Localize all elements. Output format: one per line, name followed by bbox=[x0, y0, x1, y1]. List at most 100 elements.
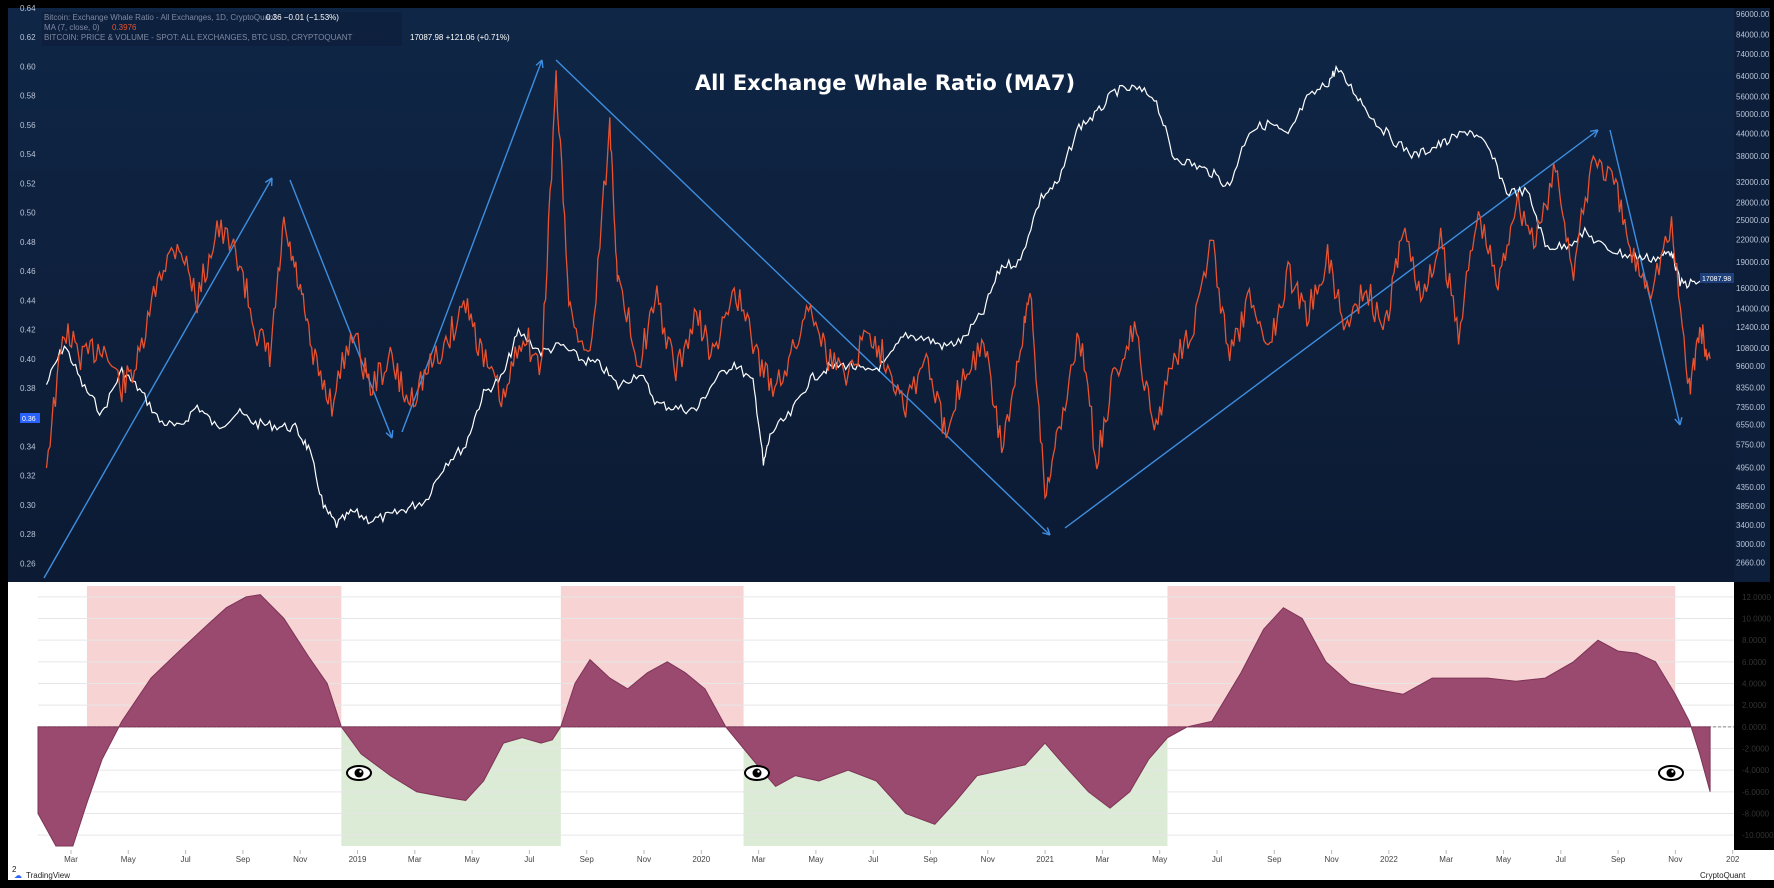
price-tick-label: 6550.00 bbox=[1736, 421, 1765, 430]
osc-tick-label: -6.0000 bbox=[1742, 788, 1770, 797]
price-tick-label: 64000.00 bbox=[1736, 72, 1770, 81]
trend-arrow-head-3 bbox=[1042, 527, 1051, 536]
ratio-tick-label: 0.48 bbox=[20, 238, 36, 247]
legend: Bitcoin: Exchange Whale Ratio - All Exch… bbox=[42, 12, 510, 46]
x-tick-label: 2021 bbox=[1036, 855, 1054, 864]
tradingview-logo-icon: ☁ bbox=[14, 871, 22, 880]
price-tick-label: 56000.00 bbox=[1736, 93, 1770, 102]
price-tick-label: 4350.00 bbox=[1736, 483, 1765, 492]
price-tick-label: 74000.00 bbox=[1736, 50, 1770, 59]
ratio-tick-label: 0.52 bbox=[20, 179, 36, 188]
price-tick-label: 2660.00 bbox=[1736, 558, 1765, 567]
legend-value-0: 0.36 −0.01 (−1.53%) bbox=[266, 13, 339, 22]
x-tick-label: Nov bbox=[293, 855, 307, 864]
price-tick-label: 8350.00 bbox=[1736, 383, 1765, 392]
price-tick-label: 3000.00 bbox=[1736, 540, 1765, 549]
x-tick-label: May bbox=[1152, 855, 1167, 864]
x-tick-label: Mar bbox=[752, 855, 766, 864]
trend-arrow-head-0 bbox=[264, 177, 273, 187]
tradingview-brand: TradingView bbox=[26, 871, 70, 880]
osc-tick-label: 2.0000 bbox=[1742, 701, 1767, 710]
eye-icon bbox=[744, 765, 770, 781]
osc-tick-label: 12.0000 bbox=[1742, 593, 1771, 602]
ratio-current-tag: 0.36 bbox=[22, 416, 36, 423]
price-tick-label: 9600.00 bbox=[1736, 362, 1765, 371]
eye-icon bbox=[1658, 765, 1684, 781]
ratio-tick-label: 0.42 bbox=[20, 326, 36, 335]
price-tick-label: 44000.00 bbox=[1736, 129, 1770, 138]
price-current-tag: 17087.98 bbox=[1702, 276, 1731, 283]
price-series bbox=[45, 64, 1711, 528]
right-axis-bg bbox=[1734, 8, 1770, 582]
x-tick-label: Sep bbox=[236, 855, 251, 864]
x-tick-label: Jul bbox=[180, 855, 190, 864]
x-tick-label: Sep bbox=[580, 855, 595, 864]
x-tick-label: Mar bbox=[1096, 855, 1110, 864]
price-tick-label: 25000.00 bbox=[1736, 216, 1770, 225]
whale-ratio-line bbox=[45, 70, 1711, 500]
osc-tick-label: -4.0000 bbox=[1742, 766, 1770, 775]
osc-tick-label: -10.0000 bbox=[1742, 831, 1774, 840]
x-tick-label: Nov bbox=[637, 855, 651, 864]
x-tick-label: Mar bbox=[64, 855, 78, 864]
right-axis: 96000.00 84000.00 74000.00 64000.00 56000.00… bbox=[1734, 8, 1770, 582]
osc-tick-label: -2.0000 bbox=[1742, 745, 1770, 754]
price-tick-label: 4950.00 bbox=[1736, 463, 1765, 472]
price-tick-label: 28000.00 bbox=[1736, 199, 1770, 208]
ratio-tick-label: 0.62 bbox=[20, 33, 36, 42]
x-tick-label: 2020 bbox=[692, 855, 710, 864]
price-tick-label: 3400.00 bbox=[1736, 521, 1765, 530]
left-axis: 12.0000 10.0000 8.0000 6.0000 4.0000 2.0000 0.… bbox=[20, 4, 1774, 840]
osc-tick-label: 8.0000 bbox=[1742, 636, 1767, 645]
x-tick-label: Nov bbox=[1324, 855, 1338, 864]
cryptoquant-brand: CryptoQuant bbox=[1700, 871, 1746, 880]
trend-arrow-2 bbox=[401, 59, 543, 433]
ratio-tick-label: 0.54 bbox=[20, 150, 36, 159]
ratio-tick-label: 0.64 bbox=[20, 4, 36, 13]
x-tick-label: Sep bbox=[923, 855, 938, 864]
price-tick-label: 5750.00 bbox=[1736, 440, 1765, 449]
osc-tick-label: 4.0000 bbox=[1742, 680, 1767, 689]
price-line bbox=[45, 64, 1711, 528]
x-tick-label: May bbox=[121, 855, 136, 864]
trend-arrow-head-4 bbox=[1590, 129, 1599, 138]
x-tick-label: May bbox=[465, 855, 480, 864]
price-tick-label: 38000.00 bbox=[1736, 152, 1770, 161]
x-tick-label: Mar bbox=[408, 855, 422, 864]
osc-tick-label: 10.0000 bbox=[1742, 615, 1771, 624]
corner-label-top: 2 bbox=[12, 865, 17, 874]
x-tick-label: Nov bbox=[1668, 855, 1682, 864]
x-tick-label: Mar bbox=[1439, 855, 1453, 864]
x-tick-label: Jul bbox=[524, 855, 534, 864]
trend-arrow-head-2 bbox=[535, 59, 544, 69]
ratio-tick-label: 0.34 bbox=[20, 442, 36, 451]
x-tick-label: Sep bbox=[1267, 855, 1282, 864]
ratio-tick-label: 0.38 bbox=[20, 384, 36, 393]
price-tick-label: 14000.00 bbox=[1736, 304, 1770, 313]
osc-tick-label: 0.0000 bbox=[1742, 723, 1767, 732]
x-tick-label: Sep bbox=[1611, 855, 1626, 864]
legend-label-0: Bitcoin: Exchange Whale Ratio - All Exch… bbox=[44, 13, 276, 22]
ratio-tick-label: 0.26 bbox=[20, 559, 36, 568]
x-tick-label: May bbox=[808, 855, 823, 864]
trend-arrow-1 bbox=[289, 179, 393, 439]
price-tick-label: 96000.00 bbox=[1736, 10, 1770, 19]
current-value-tags: 0.36 17087.98 bbox=[20, 273, 1734, 423]
trend-arrow-5 bbox=[1609, 129, 1681, 426]
price-tick-label: 50000.00 bbox=[1736, 110, 1770, 119]
chart-title: All Exchange Whale Ratio (MA7) bbox=[695, 71, 1075, 95]
price-panel-bg bbox=[8, 8, 1734, 582]
eye-icon bbox=[346, 765, 372, 781]
price-tick-label: 19000.00 bbox=[1736, 258, 1770, 267]
ratio-tick-label: 0.28 bbox=[20, 530, 36, 539]
whale-ratio-series bbox=[45, 70, 1711, 500]
time-axis: Mar May Jul Sep Nov 2019 Mar May Jul Sep Nov 2020 Ma… bbox=[64, 850, 1740, 864]
x-tick-label: 202 bbox=[1726, 855, 1740, 864]
ratio-tick-label: 0.50 bbox=[20, 209, 36, 218]
price-tick-label: 32000.00 bbox=[1736, 178, 1770, 187]
x-tick-label: Jul bbox=[1556, 855, 1566, 864]
x-tick-label: May bbox=[1496, 855, 1511, 864]
price-tick-label: 7350.00 bbox=[1736, 403, 1765, 412]
